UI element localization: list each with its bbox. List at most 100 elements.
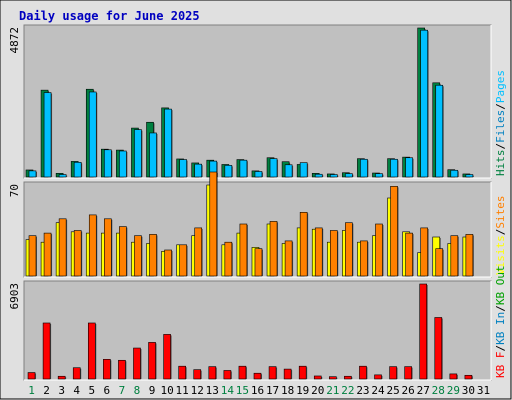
bar	[404, 366, 412, 380]
bar	[118, 359, 126, 380]
bar-files-day-19	[299, 162, 309, 178]
bar-files-day-22	[345, 173, 354, 178]
bar-kb_f-day-19	[298, 365, 308, 380]
bar-kb_f-day-29	[449, 373, 458, 380]
bar	[163, 334, 171, 380]
bar	[223, 370, 232, 380]
legend-entry: KB F	[494, 352, 507, 379]
bar	[345, 222, 353, 277]
bar	[28, 235, 37, 277]
bar	[465, 234, 474, 277]
bar	[360, 158, 368, 178]
bar	[299, 162, 308, 178]
legend-entry: /	[494, 345, 507, 352]
bar	[434, 317, 443, 380]
bar	[72, 367, 81, 380]
bar-kb_f-day-18	[283, 368, 293, 380]
bar-kb_f-day-3	[57, 375, 67, 380]
bar-kb_f-day-10	[163, 334, 172, 380]
bar-kb_f-day-30	[464, 374, 473, 380]
bar	[134, 235, 142, 277]
bar	[314, 227, 323, 277]
bar-files-day-14	[224, 165, 233, 178]
legend-entry: KB In	[494, 312, 507, 345]
bar-sites-day-7	[119, 226, 128, 277]
bar-kb_f-day-27	[419, 283, 428, 380]
bar	[329, 174, 338, 178]
bar-files-day-6	[104, 149, 113, 178]
bar	[27, 372, 36, 380]
bar-kb_f-day-16	[253, 372, 262, 380]
x-tick-label: 16	[251, 384, 264, 397]
legend-entry: KB Out	[494, 265, 507, 305]
bar-files-day-28	[435, 84, 444, 178]
bar-sites-day-11	[179, 244, 188, 277]
x-tick-label: 13	[206, 384, 219, 397]
bar-files-day-25	[390, 158, 399, 178]
bar	[269, 221, 278, 277]
bar	[375, 173, 383, 178]
bar-kb_f-day-6	[103, 359, 112, 380]
bar	[194, 227, 203, 277]
bar	[87, 322, 96, 380]
bar	[284, 240, 293, 277]
bar	[389, 366, 397, 380]
x-tick-label: 17	[266, 384, 279, 397]
bar	[390, 158, 398, 178]
bar-sites-day-27	[420, 227, 429, 277]
panel-legend: KB F/KB In/KB Out	[494, 265, 507, 378]
bar-files-day-10	[164, 108, 173, 178]
bar-kb_f-day-28	[434, 317, 443, 380]
bar	[58, 218, 67, 277]
bar-files-day-17	[269, 158, 279, 178]
bar-files-day-9	[149, 132, 158, 178]
bar-kb_f-day-12	[193, 369, 202, 380]
bar	[209, 171, 218, 277]
x-tick-label: 3	[58, 384, 65, 397]
bar	[314, 173, 323, 178]
bar-files-day-29	[450, 169, 459, 178]
bar	[88, 214, 97, 277]
bar-kb_f-day-25	[389, 366, 398, 380]
bar	[268, 366, 277, 380]
x-tick-label: 8	[134, 384, 141, 397]
bar	[179, 159, 187, 178]
bar-files-day-12	[194, 163, 203, 178]
plot-area	[23, 280, 492, 381]
bar	[298, 365, 307, 380]
y-max-label: 4872	[8, 27, 21, 54]
bar	[374, 374, 382, 380]
bar	[42, 322, 51, 380]
x-tick-label: 7	[119, 384, 126, 397]
bar-sites-day-16	[254, 248, 263, 277]
bar	[344, 375, 352, 380]
bar	[119, 226, 127, 277]
bar-sites-day-21	[329, 230, 339, 277]
bar-kb_f-day-9	[148, 342, 157, 380]
bar-files-day-15	[239, 159, 248, 178]
bar	[464, 374, 473, 380]
bar-sites-day-5	[88, 214, 98, 277]
bar-kb_f-day-22	[344, 375, 353, 380]
x-tick-label: 2	[43, 384, 50, 397]
bar-files-day-21	[329, 174, 339, 178]
bar	[193, 369, 202, 380]
bar-files-day-3	[58, 174, 68, 178]
bar-sites-day-22	[345, 222, 354, 277]
x-tick-label: 21	[326, 384, 339, 397]
bar-files-day-23	[360, 158, 369, 178]
bar-sites-day-2	[43, 232, 53, 277]
bar-files-day-26	[405, 157, 414, 178]
bar-sites-day-26	[405, 232, 414, 277]
bar-sites-day-24	[375, 223, 384, 277]
bar	[103, 359, 111, 380]
bar	[450, 169, 459, 178]
x-tick-label: 18	[281, 384, 294, 397]
bar	[224, 165, 233, 178]
x-tick-label: 27	[417, 384, 430, 397]
bar	[253, 372, 262, 380]
bar-sites-day-30	[465, 234, 474, 277]
bar-kb_f-day-4	[72, 367, 82, 380]
